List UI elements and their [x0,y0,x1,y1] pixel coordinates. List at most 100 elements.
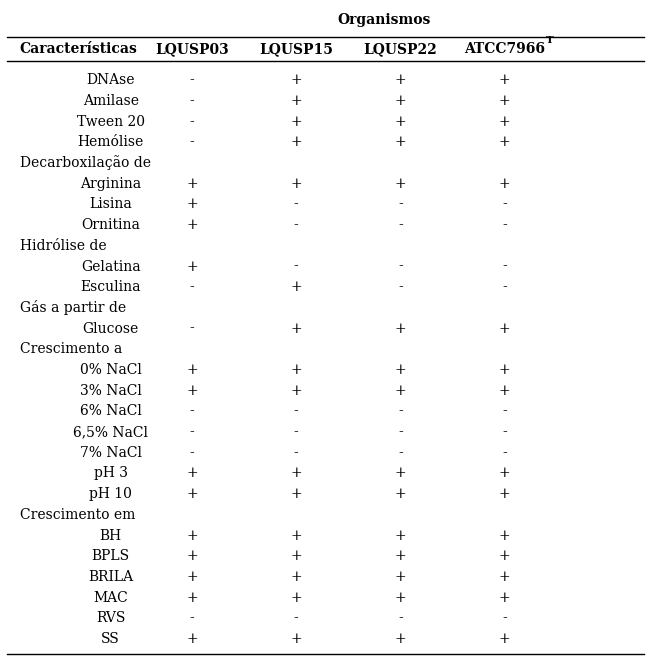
Text: +: + [290,466,302,480]
Text: +: + [186,197,198,211]
Text: +: + [395,591,406,605]
Text: +: + [395,176,406,190]
Text: -: - [189,280,195,294]
Text: +: + [186,632,198,646]
Text: +: + [499,73,510,87]
Text: BPLS: BPLS [92,549,130,563]
Text: +: + [395,322,406,336]
Text: +: + [499,115,510,129]
Text: +: + [186,363,198,377]
Text: SS: SS [102,632,120,646]
Text: +: + [395,73,406,87]
Text: +: + [186,549,198,563]
Text: -: - [189,94,195,108]
Text: Hidrólise de: Hidrólise de [20,239,106,253]
Text: +: + [290,115,302,129]
Text: -: - [294,425,299,439]
Text: +: + [290,591,302,605]
Text: -: - [189,135,195,149]
Text: 3% NaCl: 3% NaCl [79,384,142,398]
Text: -: - [398,197,403,211]
Text: 7% NaCl: 7% NaCl [79,446,142,460]
Text: 6,5% NaCl: 6,5% NaCl [73,425,148,439]
Text: +: + [395,466,406,480]
Text: T: T [546,37,553,45]
Text: MAC: MAC [93,591,128,605]
Text: +: + [290,176,302,190]
Text: +: + [186,487,198,501]
Text: +: + [290,363,302,377]
Text: -: - [294,218,299,232]
Text: DNAse: DNAse [87,73,135,87]
Text: Gás a partir de: Gás a partir de [20,300,126,316]
Text: -: - [294,197,299,211]
Text: +: + [186,176,198,190]
Text: -: - [398,425,403,439]
Text: +: + [499,632,510,646]
Text: Glucose: Glucose [83,322,139,336]
Text: +: + [499,466,510,480]
Text: +: + [499,363,510,377]
Text: +: + [186,384,198,398]
Text: +: + [186,466,198,480]
Text: +: + [395,115,406,129]
Text: +: + [186,529,198,543]
Text: pH 3: pH 3 [94,466,128,480]
Text: +: + [499,549,510,563]
Text: -: - [294,260,299,274]
Text: +: + [395,549,406,563]
Text: -: - [189,425,195,439]
Text: -: - [398,611,403,625]
Text: Tween 20: Tween 20 [77,115,145,129]
Text: +: + [499,570,510,584]
Text: +: + [290,529,302,543]
Text: +: + [290,487,302,501]
Text: +: + [290,280,302,294]
Text: -: - [189,404,195,418]
Text: +: + [186,570,198,584]
Text: ATCC7966: ATCC7966 [464,42,545,56]
Text: LQUSP22: LQUSP22 [363,42,437,56]
Text: +: + [395,384,406,398]
Text: -: - [398,280,403,294]
Text: Esculina: Esculina [81,280,141,294]
Text: Gelatina: Gelatina [81,260,141,274]
Text: LQUSP15: LQUSP15 [259,42,333,56]
Text: +: + [186,260,198,274]
Text: BH: BH [100,529,122,543]
Text: +: + [499,487,510,501]
Text: -: - [398,218,403,232]
Text: pH 10: pH 10 [89,487,132,501]
Text: -: - [502,280,507,294]
Text: -: - [189,73,195,87]
Text: +: + [395,135,406,149]
Text: -: - [398,260,403,274]
Text: Decarboxilação de: Decarboxilação de [20,156,150,170]
Text: +: + [290,94,302,108]
Text: -: - [502,446,507,460]
Text: +: + [499,384,510,398]
Text: +: + [499,94,510,108]
Text: -: - [294,446,299,460]
Text: +: + [290,570,302,584]
Text: +: + [395,94,406,108]
Text: +: + [395,632,406,646]
Text: -: - [502,404,507,418]
Text: +: + [290,135,302,149]
Text: -: - [502,197,507,211]
Text: +: + [395,363,406,377]
Text: LQUSP03: LQUSP03 [155,42,229,56]
Text: BRILA: BRILA [88,570,133,584]
Text: 0% NaCl: 0% NaCl [79,363,142,377]
Text: -: - [502,611,507,625]
Text: -: - [398,404,403,418]
Text: +: + [290,73,302,87]
Text: +: + [499,529,510,543]
Text: Crescimento a: Crescimento a [20,342,122,356]
Text: Organismos: Organismos [337,13,431,27]
Text: Características: Características [20,42,137,56]
Text: Ornitina: Ornitina [81,218,140,232]
Text: +: + [499,135,510,149]
Text: -: - [294,611,299,625]
Text: -: - [189,115,195,129]
